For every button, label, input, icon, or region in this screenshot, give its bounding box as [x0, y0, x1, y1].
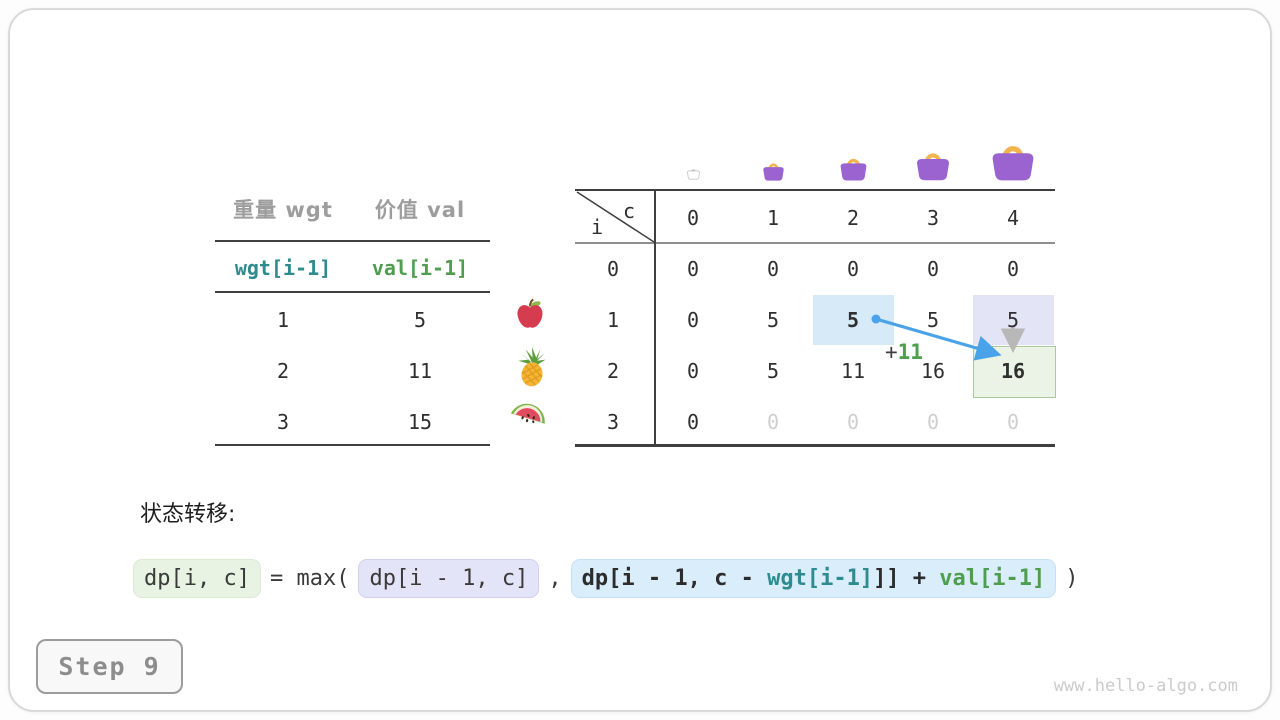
items-table-header: 重量 wgt	[233, 198, 333, 222]
state-transition-formula: dp[i, c] = max( dp[i - 1, c] , dp[i - 1,…	[133, 559, 1088, 598]
dp-col-header: 0	[686, 206, 700, 230]
state-transition-label: 状态转移:	[140, 502, 236, 527]
formula-arg2-prefix: dp[i - 1, c -	[581, 566, 768, 591]
bag-capacity-4-icon	[990, 137, 1036, 181]
items-table-index-val: val[i-1]	[371, 256, 469, 280]
items-table-value: 1	[276, 308, 290, 332]
items-table-value: 15	[407, 410, 433, 434]
dp-table-top-rule	[575, 189, 1055, 191]
formula-lhs: dp[i, c]	[133, 559, 261, 598]
dp-cell-r3c3: 0	[926, 410, 940, 434]
dp-cell-r2c4: 16	[1000, 359, 1026, 383]
items-table-value: 3	[276, 410, 290, 434]
items-table-value: 5	[413, 308, 427, 332]
dp-col-header: 4	[1006, 206, 1020, 230]
formula-comma: ,	[548, 566, 562, 591]
dp-table-bottom-rule	[575, 444, 1055, 447]
dp-cell-r2c3: 16	[920, 359, 946, 383]
dp-corner-row-var: i	[590, 215, 604, 239]
dp-cell-r1c4: 5	[1006, 308, 1020, 332]
items-table-index-wgt: wgt[i-1]	[234, 256, 332, 280]
items-table-mid-rule	[215, 291, 490, 293]
pineapple-icon	[514, 345, 550, 389]
formula-close-paren: )	[1065, 566, 1079, 591]
items-table-header: 价值 val	[374, 198, 466, 222]
formula-eq-max: = max(	[269, 566, 350, 591]
dp-cell-r1c1: 5	[766, 308, 780, 332]
dp-cell-r0c2: 0	[846, 257, 860, 281]
dp-col-header: 3	[926, 206, 940, 230]
dp-row-header: 2	[606, 359, 620, 383]
dp-col-header: 1	[766, 206, 780, 230]
step-badge: Step 9	[36, 639, 183, 694]
bag-capacity-1-icon	[762, 159, 785, 181]
dp-row-header: 3	[606, 410, 620, 434]
dp-cell-r3c4: 0	[1006, 410, 1020, 434]
dp-cell-r3c1: 0	[766, 410, 780, 434]
plus-sign: +	[885, 340, 898, 364]
dp-cell-r0c0: 0	[686, 257, 700, 281]
formula-arg2: dp[i - 1, c - wgt[i-1]]] + val[i-1]	[570, 559, 1057, 598]
dp-cell-r2c1: 5	[766, 359, 780, 383]
dp-cell-r0c1: 0	[766, 257, 780, 281]
formula-arg2-wgt: wgt[i-1]	[767, 566, 874, 591]
transition-gain-annotation: +11	[885, 341, 923, 363]
dp-cell-r1c2: 5	[846, 308, 860, 332]
bag-capacity-2-icon	[839, 153, 868, 181]
site-watermark: www.hello-algo.com	[1053, 676, 1238, 696]
dp-table-header-rule	[575, 242, 1055, 244]
dp-cell-r1c0: 0	[686, 308, 700, 332]
dp-cell-r2c0: 0	[686, 359, 700, 383]
empty-bag-icon	[686, 164, 701, 181]
apple-icon	[515, 298, 545, 330]
formula-arg1: dp[i - 1, c]	[358, 559, 540, 598]
formula-arg2-mid: ]] +	[873, 566, 940, 591]
items-table-value: 2	[276, 359, 290, 383]
dp-row-header: 1	[606, 308, 620, 332]
gain-value: 11	[897, 340, 923, 364]
dp-cell-r3c2: 0	[846, 410, 860, 434]
bag-capacity-3-icon	[915, 146, 951, 181]
formula-arg2-val: val[i-1]	[939, 566, 1046, 591]
dp-cell-r1c3: 5	[926, 308, 940, 332]
dp-cell-r0c3: 0	[926, 257, 940, 281]
items-table-bottom-rule	[215, 444, 490, 446]
dp-row-header: 0	[606, 257, 620, 281]
watermelon-icon	[508, 402, 548, 438]
dp-col-header: 2	[846, 206, 860, 230]
dp-cell-r2c2: 11	[840, 359, 866, 383]
dp-cell-r3c0: 0	[686, 410, 700, 434]
dp-table-vertical-rule	[654, 189, 656, 446]
dp-cell-r0c4: 0	[1006, 257, 1020, 281]
items-table-value: 11	[407, 359, 433, 383]
items-table-top-rule	[215, 240, 490, 242]
